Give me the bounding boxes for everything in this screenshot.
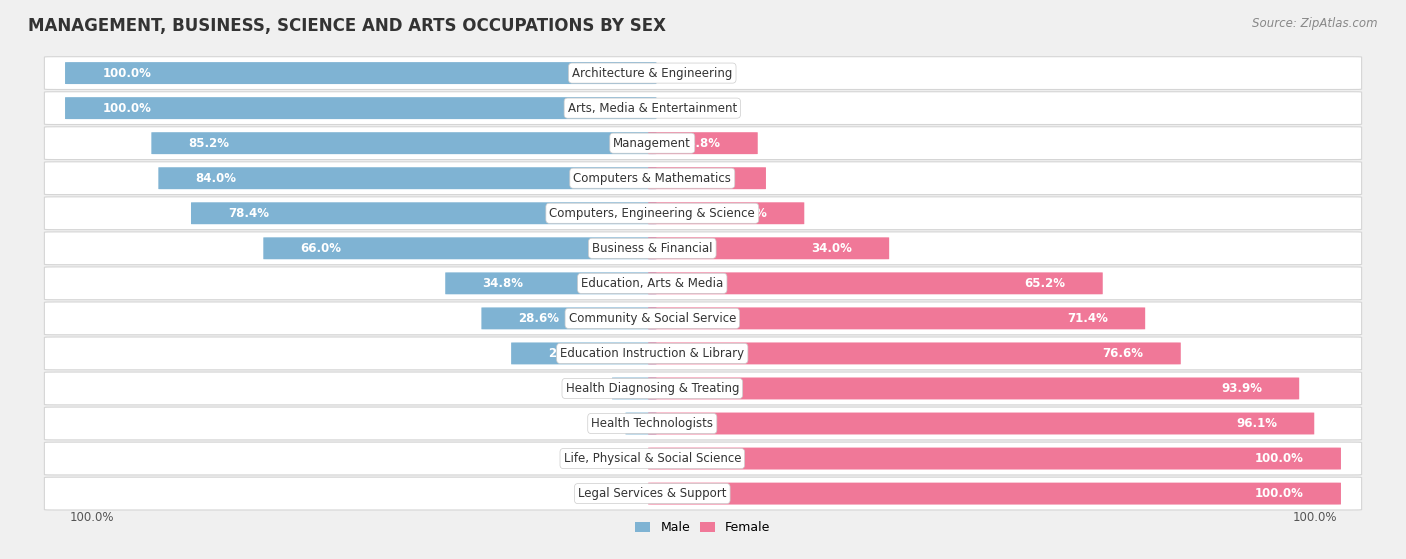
Text: MANAGEMENT, BUSINESS, SCIENCE AND ARTS OCCUPATIONS BY SEX: MANAGEMENT, BUSINESS, SCIENCE AND ARTS O… (28, 17, 666, 35)
Text: 96.1%: 96.1% (1236, 417, 1277, 430)
FancyBboxPatch shape (45, 442, 1361, 475)
Text: Source: ZipAtlas.com: Source: ZipAtlas.com (1253, 17, 1378, 30)
FancyBboxPatch shape (648, 202, 804, 224)
Text: Computers, Engineering & Science: Computers, Engineering & Science (550, 207, 755, 220)
Text: Education Instruction & Library: Education Instruction & Library (560, 347, 744, 360)
Text: Legal Services & Support: Legal Services & Support (578, 487, 727, 500)
FancyBboxPatch shape (648, 343, 1181, 364)
FancyBboxPatch shape (159, 167, 657, 189)
FancyBboxPatch shape (45, 232, 1361, 265)
Text: Education, Arts & Media: Education, Arts & Media (581, 277, 724, 290)
Text: 3.9%: 3.9% (589, 417, 619, 430)
Text: Life, Physical & Social Science: Life, Physical & Social Science (564, 452, 741, 465)
FancyBboxPatch shape (45, 162, 1361, 195)
FancyBboxPatch shape (648, 413, 1315, 434)
FancyBboxPatch shape (481, 307, 657, 329)
FancyBboxPatch shape (45, 302, 1361, 335)
FancyBboxPatch shape (648, 482, 1341, 505)
Text: 34.8%: 34.8% (482, 277, 523, 290)
FancyBboxPatch shape (648, 167, 766, 189)
Text: 34.0%: 34.0% (811, 242, 852, 255)
Text: 0.0%: 0.0% (612, 452, 641, 465)
FancyBboxPatch shape (263, 238, 657, 259)
FancyBboxPatch shape (191, 202, 657, 224)
FancyBboxPatch shape (45, 127, 1361, 159)
Text: Management: Management (613, 136, 692, 150)
FancyBboxPatch shape (648, 448, 1341, 470)
FancyBboxPatch shape (648, 272, 1102, 294)
Text: 76.6%: 76.6% (1102, 347, 1143, 360)
Text: 93.9%: 93.9% (1220, 382, 1263, 395)
Text: 71.4%: 71.4% (1067, 312, 1108, 325)
FancyBboxPatch shape (45, 337, 1361, 370)
Text: Architecture & Engineering: Architecture & Engineering (572, 67, 733, 79)
Text: 0.0%: 0.0% (666, 102, 696, 115)
FancyBboxPatch shape (45, 197, 1361, 230)
Text: 85.2%: 85.2% (188, 136, 229, 150)
FancyBboxPatch shape (45, 56, 1361, 89)
Text: Community & Social Service: Community & Social Service (568, 312, 735, 325)
FancyBboxPatch shape (446, 272, 657, 294)
FancyBboxPatch shape (612, 377, 657, 400)
Text: 100.0%: 100.0% (69, 511, 114, 524)
Text: 16.0%: 16.0% (688, 172, 728, 184)
Text: 100.0%: 100.0% (103, 102, 150, 115)
Text: 100.0%: 100.0% (103, 67, 150, 79)
FancyBboxPatch shape (65, 62, 657, 84)
Text: 100.0%: 100.0% (1256, 487, 1303, 500)
Text: 65.2%: 65.2% (1025, 277, 1066, 290)
Text: Health Technologists: Health Technologists (592, 417, 713, 430)
Text: 0.0%: 0.0% (666, 67, 696, 79)
FancyBboxPatch shape (648, 132, 758, 154)
FancyBboxPatch shape (626, 413, 657, 434)
Text: 66.0%: 66.0% (301, 242, 342, 255)
Text: 23.5%: 23.5% (548, 347, 589, 360)
Text: 78.4%: 78.4% (228, 207, 269, 220)
Text: Arts, Media & Entertainment: Arts, Media & Entertainment (568, 102, 737, 115)
Text: Computers & Mathematics: Computers & Mathematics (574, 172, 731, 184)
Text: 21.6%: 21.6% (727, 207, 768, 220)
FancyBboxPatch shape (45, 407, 1361, 440)
FancyBboxPatch shape (45, 267, 1361, 300)
FancyBboxPatch shape (45, 372, 1361, 405)
FancyBboxPatch shape (152, 132, 657, 154)
Text: 0.0%: 0.0% (612, 487, 641, 500)
FancyBboxPatch shape (45, 477, 1361, 510)
Text: 14.8%: 14.8% (679, 136, 720, 150)
FancyBboxPatch shape (648, 238, 889, 259)
Text: Health Diagnosing & Treating: Health Diagnosing & Treating (565, 382, 740, 395)
FancyBboxPatch shape (45, 92, 1361, 125)
FancyBboxPatch shape (65, 97, 657, 119)
Text: 28.6%: 28.6% (519, 312, 560, 325)
FancyBboxPatch shape (648, 307, 1144, 329)
FancyBboxPatch shape (648, 377, 1299, 400)
Text: Business & Financial: Business & Financial (592, 242, 713, 255)
Text: 84.0%: 84.0% (195, 172, 236, 184)
Text: 100.0%: 100.0% (1256, 452, 1303, 465)
Legend: Male, Female: Male, Female (630, 517, 776, 539)
Text: 6.2%: 6.2% (575, 382, 605, 395)
Text: 100.0%: 100.0% (1292, 511, 1337, 524)
FancyBboxPatch shape (512, 343, 657, 364)
